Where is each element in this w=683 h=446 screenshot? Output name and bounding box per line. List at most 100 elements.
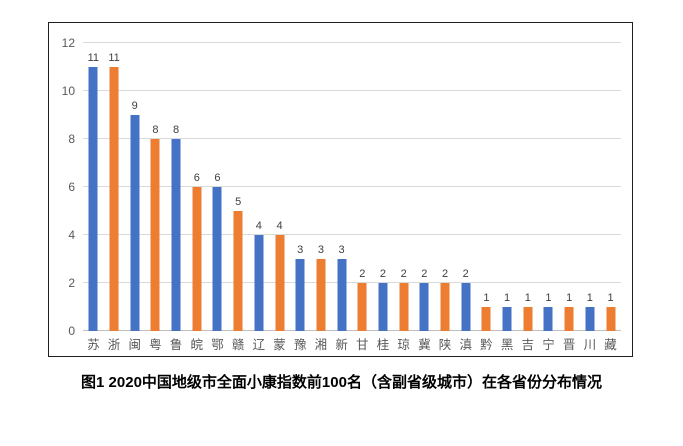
bar-新 (337, 259, 347, 331)
gridline (83, 90, 621, 91)
bar-皖 (192, 187, 202, 331)
bar-蒙 (275, 235, 285, 331)
gridlines (83, 42, 621, 331)
bar-value-label: 11 (108, 52, 120, 64)
y-tick-label: 8 (68, 132, 75, 146)
gridline (83, 42, 621, 43)
x-category-label: 宁 (542, 338, 555, 352)
x-category-label: 闽 (128, 338, 141, 352)
bar-value-label: 3 (297, 244, 304, 256)
gridline (83, 138, 621, 139)
bar-晋 (564, 307, 574, 331)
bar-value-label: 5 (235, 196, 242, 208)
bar-琼 (399, 283, 409, 331)
chart-frame: 0 2 4 6 8 10 12 11 苏 11 浙 9 闽 8 粤 8 鲁 6 皖 6 鄂 5 赣 4 辽 4 蒙 3 豫 3 湘 3 新 2 甘… (48, 22, 633, 357)
bar-value-label: 1 (586, 292, 593, 304)
bar-value-label: 2 (441, 268, 449, 280)
bar-黔 (481, 307, 491, 331)
bar-湘 (316, 259, 326, 331)
bar-甘 (357, 283, 367, 331)
bar-value-label: 4 (255, 220, 262, 232)
bar-slot: 11 苏 (83, 43, 104, 352)
bar-value-label: 2 (379, 268, 387, 280)
y-tick-label: 4 (68, 228, 75, 242)
gridline (83, 282, 621, 283)
x-category-label: 辽 (252, 338, 266, 352)
x-axis-line (83, 330, 621, 331)
x-category-label: 鄂 (211, 338, 224, 352)
y-tick-label: 0 (68, 324, 75, 338)
bar-value-label: 9 (131, 100, 138, 112)
x-category-label: 粤 (149, 338, 162, 352)
bar-value-label: 11 (87, 52, 100, 64)
x-category-label: 琼 (397, 338, 410, 352)
bar-川 (585, 307, 595, 331)
y-tick-label: 12 (61, 36, 75, 50)
bar-藏 (606, 307, 616, 331)
bar-冀 (419, 283, 429, 331)
bar-value-label: 8 (173, 124, 180, 136)
bar-value-label: 1 (483, 292, 490, 304)
bar-value-label: 3 (317, 244, 324, 256)
x-category-label: 豫 (293, 338, 307, 352)
figure-caption: 图1 2020中国地级市全面小康指数前100名（含副省级城市）在各省份分布情况 (81, 374, 602, 391)
bar-滇 (461, 283, 471, 331)
bar-鄂 (212, 187, 222, 331)
x-category-label: 甘 (356, 338, 369, 352)
gridline (83, 186, 621, 187)
x-category-label: 桂 (376, 338, 390, 352)
x-category-label: 蒙 (273, 338, 286, 352)
bar-value-label: 3 (338, 244, 345, 256)
bar-吉 (523, 307, 533, 331)
bar-value-label: 6 (214, 172, 221, 184)
x-category-label: 陕 (438, 338, 452, 352)
gridline (83, 234, 621, 235)
x-category-label: 赣 (231, 338, 245, 352)
bar-value-label: 1 (524, 292, 531, 304)
bar-苏 (88, 67, 98, 331)
bar-辽 (254, 235, 264, 331)
x-category-label: 黑 (500, 338, 514, 352)
bar-浙 (109, 67, 119, 331)
bar-value-label: 2 (462, 268, 469, 280)
plot-area: 11 苏 11 浙 9 闽 8 粤 8 鲁 6 皖 6 鄂 5 赣 4 辽 4 蒙 3 豫 3 湘 3 新 2 甘 2 桂 2 琼 2 冀 2 陕 2 滇… (83, 42, 621, 352)
x-category-label: 晋 (562, 338, 576, 352)
x-category-label: 藏 (604, 338, 617, 352)
bar-slot: 11 浙 (104, 43, 125, 352)
bar-赣 (233, 211, 243, 331)
bars: 11 苏 11 浙 9 闽 8 粤 8 鲁 6 皖 6 鄂 5 赣 4 辽 4 蒙 3 豫 3 湘 3 新 2 甘 2 桂 2 琼 2 冀 2 陕 2 滇… (83, 43, 621, 352)
x-category-label: 黔 (480, 338, 493, 352)
bar-宁 (543, 307, 553, 331)
x-category-label: 鲁 (169, 338, 183, 352)
bar-value-label: 1 (607, 292, 614, 304)
bar-黑 (502, 307, 512, 331)
bar-闽 (130, 115, 140, 331)
bar-粤 (150, 139, 160, 331)
bar-豫 (295, 259, 305, 331)
x-category-label: 浙 (107, 338, 121, 352)
bar-陕 (440, 283, 450, 331)
bar-鲁 (171, 139, 181, 331)
y-tick-label: 6 (68, 180, 75, 194)
bar-value-label: 2 (421, 268, 428, 280)
y-axis: 0 2 4 6 8 10 12 (49, 36, 75, 338)
